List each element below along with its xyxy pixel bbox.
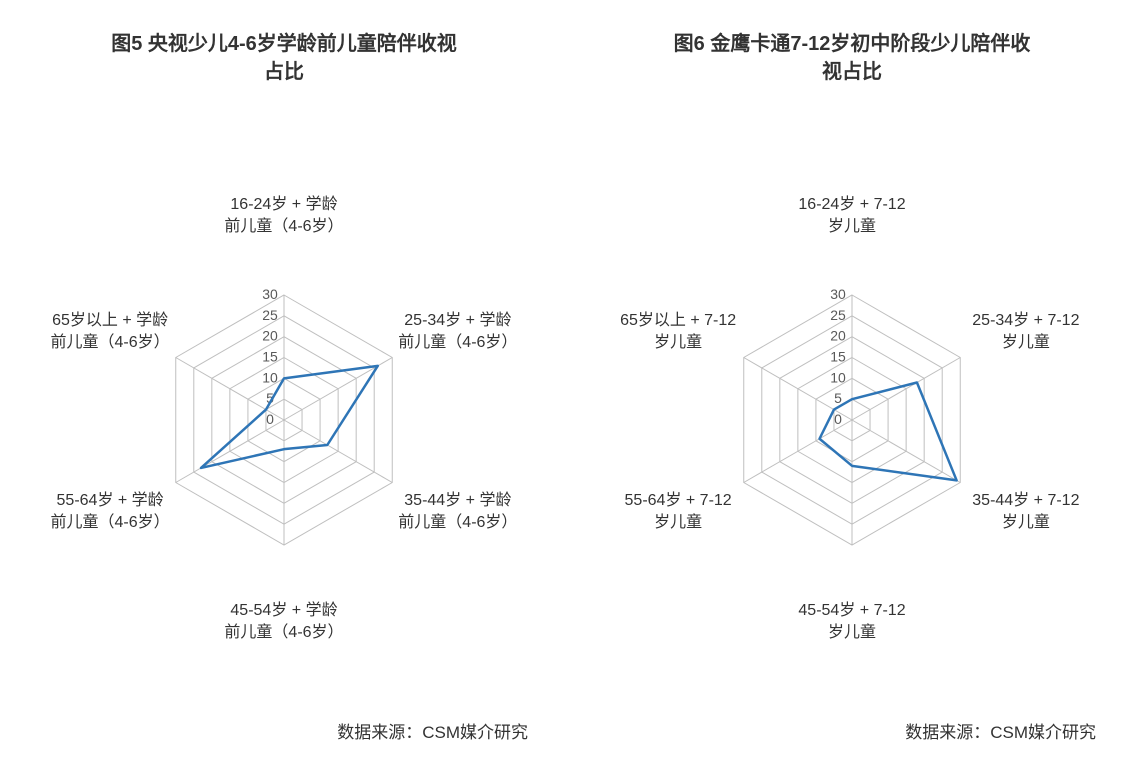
page: 图5 央视少儿4-6岁学龄前儿童陪伴收视 占比 0 5 10 15 20 25 30 16-…: [0, 0, 1136, 773]
right-chart-title: 图6 金鹰卡通7-12岁初中阶段少儿陪伴收 视占比: [568, 30, 1136, 86]
radar-tick-label: 15: [830, 349, 846, 365]
radar-tick-label: 0: [834, 411, 842, 427]
radar-tick-label: 30: [830, 286, 846, 302]
radar-axis-label: 45-54岁 + 学龄 前儿童（4-6岁）: [199, 600, 369, 643]
radar-axis-label: 45-54岁 + 7-12 岁儿童: [767, 600, 937, 643]
right-panel: 图6 金鹰卡通7-12岁初中阶段少儿陪伴收 视占比 0 5 10 15 20 25 30 1…: [568, 0, 1136, 773]
radar-axis-label: 16-24岁 + 7-12 岁儿童: [767, 194, 937, 237]
radar-tick-label: 0: [266, 411, 274, 427]
radar-tick-label: 5: [834, 390, 842, 406]
radar-tick-label: 25: [262, 307, 278, 323]
radar-axis-label: 65岁以上 + 学龄 前儿童（4-6岁）: [25, 310, 195, 353]
radar-tick-label: 10: [830, 369, 846, 385]
radar-tick-label: 30: [262, 286, 278, 302]
radar-tick-label: 10: [262, 369, 278, 385]
radar-axis-label: 25-34岁 + 学龄 前儿童（4-6岁）: [373, 310, 543, 353]
radar-axis-label: 55-64岁 + 7-12 岁儿童: [593, 490, 763, 533]
right-chart-area: 0 5 10 15 20 25 30 16-24岁 + 7-12 岁儿童 25-34岁 + 7…: [568, 175, 1136, 645]
radar-axis-label: 55-64岁 + 学龄 前儿童（4-6岁）: [25, 490, 195, 533]
left-source-note: 数据来源：CSM媒介研究: [337, 718, 528, 743]
radar-axis-label: 16-24岁 + 学龄 前儿童（4-6岁）: [199, 194, 369, 237]
radar-axis-label: 35-44岁 + 学龄 前儿童（4-6岁）: [373, 490, 543, 533]
radar-axis-label: 65岁以上 + 7-12 岁儿童: [593, 310, 763, 353]
left-chart-area: 051015202530 16-24岁 + 学龄 前儿童（4-6岁）25-34岁…: [0, 175, 568, 645]
right-radar-svg: 0 5 10 15 20 25 30: [568, 175, 1136, 645]
radar-axis-label: 25-34岁 + 7-12 岁儿童: [941, 310, 1111, 353]
radar-tick-label: 25: [830, 307, 846, 323]
radar-tick-label: 20: [830, 328, 846, 344]
right-source-note: 数据来源：CSM媒介研究: [905, 718, 1096, 743]
left-chart-title: 图5 央视少儿4-6岁学龄前儿童陪伴收视 占比: [0, 30, 568, 86]
radar-tick-label: 15: [262, 349, 278, 365]
radar-tick-label: 20: [262, 328, 278, 344]
radar-axis-label: 35-44岁 + 7-12 岁儿童: [941, 490, 1111, 533]
left-panel: 图5 央视少儿4-6岁学龄前儿童陪伴收视 占比 051015202530 16-…: [0, 0, 568, 773]
left-radar-svg: 051015202530: [0, 175, 568, 645]
